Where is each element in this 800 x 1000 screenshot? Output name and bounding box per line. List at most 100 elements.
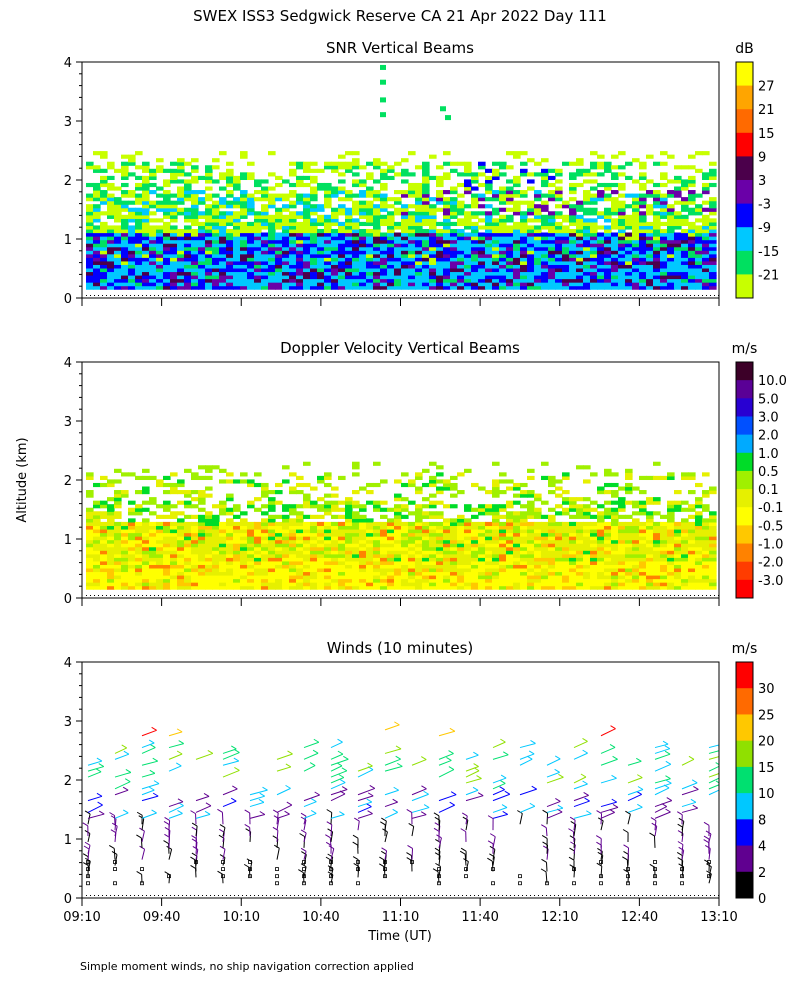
doppler-cell bbox=[520, 518, 528, 523]
snr-cell bbox=[212, 250, 220, 255]
snr-cell bbox=[212, 274, 220, 280]
doppler-cell bbox=[590, 543, 598, 548]
snr-cell bbox=[93, 239, 101, 244]
doppler-cell bbox=[576, 567, 584, 573]
snr-cell bbox=[408, 211, 416, 216]
snr-cell bbox=[310, 175, 318, 181]
snr-cell bbox=[338, 161, 346, 166]
snr-cell bbox=[142, 285, 150, 290]
doppler-cell bbox=[303, 550, 311, 555]
snr-cell bbox=[345, 285, 353, 290]
doppler-cell bbox=[394, 532, 402, 537]
doppler-cell bbox=[660, 567, 668, 573]
doppler-cell bbox=[646, 521, 654, 527]
snr-cell bbox=[443, 253, 451, 258]
snr-cell bbox=[142, 260, 150, 265]
doppler-cell bbox=[142, 521, 150, 527]
snr-cell bbox=[261, 246, 269, 251]
snr-cell bbox=[317, 214, 325, 219]
snr-cell bbox=[667, 154, 675, 159]
snr-cell bbox=[562, 200, 570, 205]
snr-cell bbox=[359, 282, 367, 287]
snr-cell bbox=[401, 274, 409, 280]
doppler-cell bbox=[646, 500, 654, 505]
doppler-cell bbox=[674, 578, 682, 583]
doppler-cell bbox=[646, 525, 654, 530]
snr-cell bbox=[170, 179, 178, 184]
doppler-cell bbox=[303, 532, 311, 537]
snr-cell bbox=[324, 193, 332, 198]
snr-cell bbox=[625, 221, 633, 227]
baseline-dot bbox=[150, 295, 151, 296]
snr-cell bbox=[121, 243, 129, 248]
doppler-cell bbox=[422, 482, 430, 488]
snr-cell bbox=[478, 236, 486, 241]
doppler-cell bbox=[415, 514, 423, 519]
snr-cell bbox=[660, 274, 668, 280]
snr-cell bbox=[275, 239, 283, 244]
snr-cell bbox=[317, 282, 325, 287]
snr-cell bbox=[429, 282, 437, 287]
snr-cell bbox=[142, 282, 150, 287]
doppler-cell bbox=[156, 543, 164, 548]
snr-cell bbox=[240, 200, 248, 205]
doppler-cell bbox=[513, 574, 521, 580]
doppler-cell bbox=[212, 564, 220, 569]
doppler-cell bbox=[121, 539, 129, 544]
doppler-cell bbox=[177, 511, 185, 516]
doppler-cell bbox=[583, 479, 591, 484]
baseline-dot bbox=[214, 295, 215, 296]
doppler-cell bbox=[478, 525, 486, 530]
snr-cell bbox=[226, 193, 234, 198]
doppler-cell bbox=[667, 500, 675, 505]
doppler-cell bbox=[317, 585, 325, 590]
snr-cell bbox=[422, 168, 430, 173]
snr-cell bbox=[331, 221, 339, 227]
doppler-cell bbox=[443, 557, 451, 562]
doppler-cell bbox=[142, 518, 150, 523]
snr-cell bbox=[429, 264, 437, 269]
snr-cell bbox=[177, 186, 185, 191]
doppler-cell bbox=[303, 514, 311, 519]
snr-cell bbox=[93, 267, 101, 273]
snr-cell bbox=[422, 200, 430, 205]
snr-cell bbox=[618, 211, 626, 216]
snr-cell bbox=[667, 232, 675, 237]
snr-cell bbox=[226, 239, 234, 244]
doppler-cell bbox=[142, 536, 150, 541]
doppler-cell bbox=[156, 521, 164, 527]
doppler-cell bbox=[492, 578, 500, 583]
doppler-cell bbox=[618, 585, 626, 590]
doppler-cell bbox=[191, 571, 199, 576]
doppler-cell bbox=[527, 582, 535, 587]
doppler-cell bbox=[513, 511, 521, 516]
doppler-cell bbox=[653, 567, 661, 573]
doppler-cell bbox=[366, 567, 374, 573]
doppler-cell bbox=[443, 564, 451, 569]
doppler-cell bbox=[415, 560, 423, 565]
snr-cell bbox=[247, 274, 255, 280]
doppler-cell bbox=[121, 490, 129, 495]
doppler-cell bbox=[527, 521, 535, 527]
snr-cell bbox=[240, 211, 248, 216]
doppler-cell bbox=[492, 574, 500, 580]
doppler-cell bbox=[100, 585, 108, 590]
doppler-cell bbox=[289, 536, 297, 541]
snr-cell bbox=[506, 239, 514, 244]
doppler-cell bbox=[366, 546, 374, 551]
snr-cell bbox=[555, 193, 563, 198]
snr-cell bbox=[534, 228, 542, 234]
snr-cell bbox=[254, 179, 262, 184]
doppler-cell bbox=[457, 571, 465, 576]
snr-cell bbox=[408, 278, 416, 283]
doppler-cell bbox=[254, 507, 262, 512]
doppler-cell bbox=[576, 532, 584, 537]
snr-cell bbox=[212, 246, 220, 251]
snr-cell bbox=[646, 232, 654, 237]
snr-cell bbox=[394, 278, 402, 283]
snr-cell bbox=[555, 236, 563, 241]
doppler-cell bbox=[513, 539, 521, 544]
snr-cell bbox=[93, 271, 101, 276]
